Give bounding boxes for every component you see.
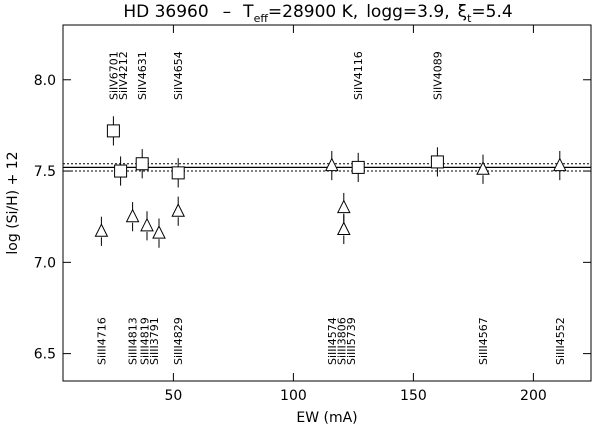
line-label-siiii: SiIII4819 [139, 317, 152, 365]
line-label-siiii: SiIII3791 [148, 317, 161, 365]
siiv-square-point [171, 166, 185, 180]
siiii-triangle-point [336, 221, 351, 235]
x-tick-label: 50 [164, 388, 182, 404]
line-label-siiii: SiIII3806 [335, 317, 348, 365]
siiv-square-point [106, 124, 120, 138]
line-label-siiii: SiIII4716 [95, 317, 108, 365]
line-label-siiv: SiIV4116 [352, 51, 365, 100]
line-label-siiii: SiIII4552 [554, 317, 567, 365]
line-label-siiv: SiIV4089 [431, 51, 444, 100]
line-label-siiii: SiIII4813 [127, 317, 140, 365]
siiv-square-point [351, 160, 365, 174]
siiii-triangle-point [125, 208, 140, 223]
siiv-square-point [135, 157, 149, 171]
y-tick-label: 8.0 [34, 73, 56, 89]
siiii-triangle-point [476, 161, 490, 175]
line-label-siiii: SiIII4567 [477, 317, 490, 365]
siiv-square-point [430, 155, 444, 169]
line-label-siiii: SiIII4829 [172, 317, 185, 365]
siiii-triangle-point [140, 217, 154, 232]
data-points [94, 116, 567, 248]
x-tick-label: 200 [520, 388, 547, 404]
x-tick-label: 150 [400, 388, 427, 404]
line-label-siiv: SiIV4654 [172, 51, 185, 100]
siiii-triangle-point [94, 223, 109, 237]
siiii-triangle-point [152, 225, 166, 239]
line-label-siiii: SiIII5739 [345, 317, 358, 365]
siiii-triangle-point [171, 203, 186, 217]
line-label-siiv: SiIV4212 [117, 51, 130, 100]
y-tick-label: 6.5 [34, 347, 56, 363]
chart-title: HD 36960– Teff=28900 K, logg=3.9, ξt=5.4 [123, 2, 512, 25]
y-axis: 6.5 7.0 7.5 8.0 [34, 73, 591, 363]
y-tick-label: 7.5 [34, 164, 56, 180]
x-tick-label: 100 [280, 388, 307, 404]
siiii-triangle-point [552, 157, 567, 172]
line-label-siiv: SiIV6701 [107, 51, 120, 100]
siiii-triangle-point [336, 199, 351, 214]
y-axis-label: log (Si/H) + 12 [5, 151, 21, 254]
siiv-square-point [114, 164, 128, 178]
y-tick-label: 7.0 [34, 255, 56, 271]
line-label-siiv: SiIV4631 [136, 51, 149, 100]
x-axis: 50 100 150 200 [164, 25, 547, 404]
siiii-triangle-point [324, 157, 339, 172]
line-label-siiii: SiIII4574 [326, 317, 339, 365]
plot-frame [62, 24, 592, 382]
x-axis-label: EW (mA) [296, 410, 357, 426]
